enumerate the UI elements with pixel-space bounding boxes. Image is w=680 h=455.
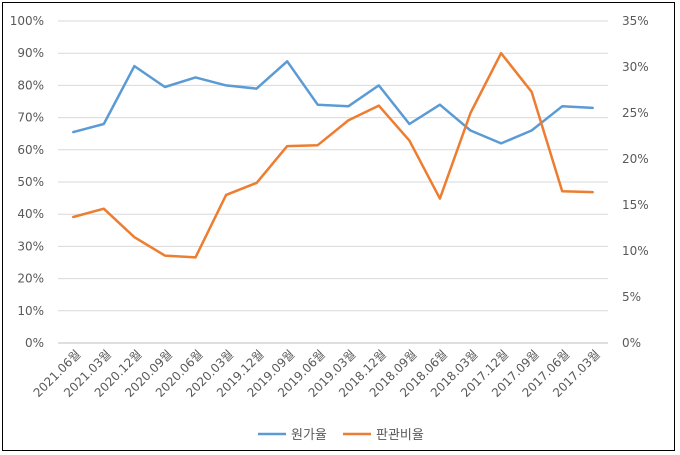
gridlines <box>58 20 608 344</box>
y-left-tick-label: 10% <box>17 304 44 318</box>
y-right-tick-label: 10% <box>622 244 649 258</box>
x-axis: 2021.06월2021.03월2020.12월2020.09월2020.06월… <box>31 347 603 400</box>
legend: 원가율 판관비율 <box>258 428 424 443</box>
y-left-tick-label: 0% <box>25 336 44 350</box>
legend-label-2: 판관비율 <box>376 428 424 443</box>
y-right-tick-label: 30% <box>622 60 649 74</box>
y-axis-left: 0% 10% 20% 30% 40% 50% 60% 70% 80% 90% 100% <box>10 14 44 350</box>
chart-frame: 0% 10% 20% 30% 40% 50% 60% 70% 80% 90% 100% 0% 5% 10… <box>2 2 675 451</box>
y-right-tick-label: 0% <box>622 336 641 350</box>
series-line-2 <box>72 51 594 259</box>
y-axis-right: 0% 5% 10% 15% 20% 25% 30% 35% <box>622 14 649 350</box>
y-right-tick-label: 5% <box>622 290 641 304</box>
series-line-1 <box>72 60 594 145</box>
y-right-tick-label: 25% <box>622 106 649 120</box>
y-left-tick-label: 60% <box>17 143 44 157</box>
series-group <box>72 51 594 259</box>
y-left-tick-label: 70% <box>17 111 44 125</box>
y-left-tick-label: 50% <box>17 175 44 189</box>
y-left-tick-label: 90% <box>17 46 44 60</box>
y-left-tick-label: 20% <box>17 272 44 286</box>
dual-axis-line-chart: 0% 10% 20% 30% 40% 50% 60% 70% 80% 90% 100% 0% 5% 10… <box>10 14 649 443</box>
y-right-tick-label: 35% <box>622 14 649 28</box>
y-left-tick-label: 100% <box>10 14 44 28</box>
y-left-tick-label: 30% <box>17 239 44 253</box>
legend-label-1: 원가율 <box>291 428 327 443</box>
y-left-tick-label: 40% <box>17 207 44 221</box>
y-left-tick-label: 80% <box>17 78 44 92</box>
y-right-tick-label: 20% <box>622 152 649 166</box>
y-right-tick-label: 15% <box>622 198 649 212</box>
